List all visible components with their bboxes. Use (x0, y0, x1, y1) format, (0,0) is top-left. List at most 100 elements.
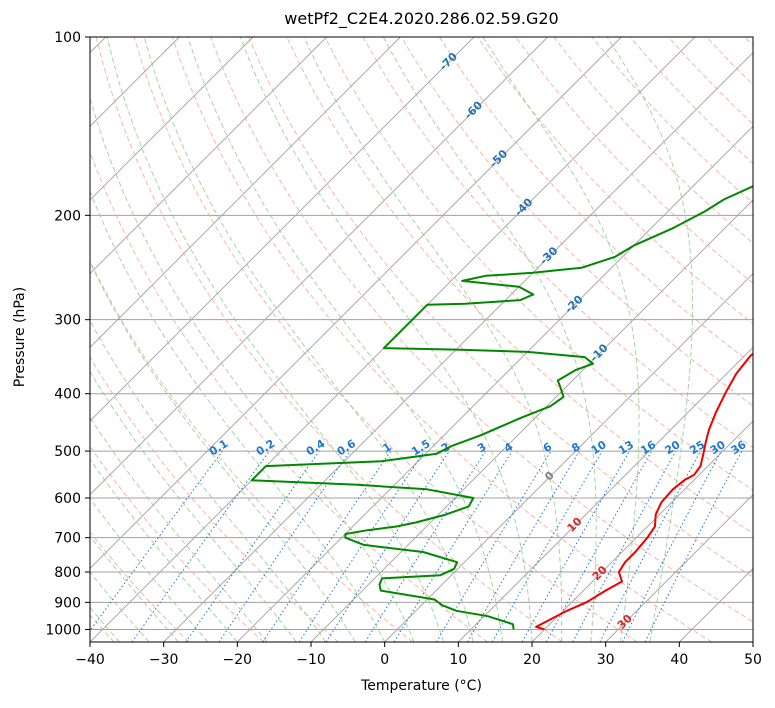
y-tick-label: 800 (54, 565, 81, 581)
moist-adiabat (90, 497, 209, 642)
isotherm-label: -50 (487, 147, 510, 170)
mixing-ratio-line (218, 450, 351, 642)
dry-adiabat (90, 259, 414, 642)
y-tick-label: 700 (54, 531, 81, 547)
isotherm-label: 10 (565, 515, 585, 535)
x-tick-label: 50 (744, 652, 762, 668)
moist-adiabat (90, 416, 268, 642)
isotherm-label: 0 (542, 469, 557, 484)
mixing-ratio-label: 4 (502, 440, 516, 455)
isotherm-line (679, 567, 753, 642)
x-tick-label: 40 (670, 652, 688, 668)
dry-adiabat (515, 37, 753, 284)
dewpoint-profile (250, 185, 753, 630)
dry-adiabat (90, 445, 264, 642)
moist-adiabat (606, 37, 693, 642)
moist-adiabat (143, 37, 474, 642)
dry-adiabat (400, 37, 753, 407)
dry-adiabat (744, 37, 753, 47)
plot-frame (89, 36, 754, 643)
background-lines (90, 37, 753, 642)
isotherm-line (237, 125, 753, 642)
mixing-ratio-line (325, 450, 450, 642)
mixing-ratio-line (262, 450, 392, 642)
isotherm-label: -80 (412, 1, 435, 24)
dry-adiabat (133, 37, 638, 642)
y-tick-label: 900 (54, 595, 81, 611)
y-tick-label: 400 (54, 387, 81, 403)
y-tick-label: 200 (54, 208, 81, 224)
dry-adiabat (668, 37, 753, 125)
y-axis-label: Pressure (hPa) (12, 286, 28, 388)
dry-adiabat (591, 37, 753, 204)
isotherm-line (605, 494, 753, 642)
mixing-ratio-line (298, 450, 425, 642)
moist-adiabat (239, 37, 533, 642)
mixing-ratio-label: 30 (708, 438, 728, 457)
moist-adiabat (90, 319, 327, 642)
isotherm-line (458, 346, 753, 642)
isotherm-label: -60 (462, 98, 485, 121)
isotherm-label: -30 (537, 244, 560, 267)
mixing-ratio-label: 3 (475, 440, 488, 455)
isotherm-line (163, 52, 753, 642)
mixing-ratio-label: 36 (729, 438, 749, 457)
mixing-ratio-label: 6 (541, 440, 555, 455)
mixing-ratio-label: 0.1 (207, 437, 230, 458)
mixing-ratio-line (545, 450, 653, 642)
isotherm-line (90, 37, 622, 569)
isotherm-line (90, 37, 475, 422)
mixing-ratio-line (521, 450, 630, 642)
mixing-ratio-label: 8 (569, 440, 582, 455)
sounding-profiles (250, 185, 753, 631)
isotherm-line (90, 37, 548, 496)
dry-adiabat (210, 37, 753, 623)
dry-adiabat (171, 37, 712, 642)
dry-adiabat (248, 37, 753, 578)
mixing-ratio-line (572, 450, 677, 642)
mixing-ratio-line (644, 450, 743, 642)
x-tick-label: −10 (296, 652, 326, 668)
isotherm-line (531, 420, 753, 642)
isotherm-line (384, 273, 753, 642)
y-tick-label: 500 (54, 444, 81, 460)
isotherm-label: -70 (437, 50, 460, 73)
dry-adiabat (90, 531, 190, 642)
dry-adiabat (438, 37, 753, 366)
moist-adiabat (106, 37, 445, 642)
y-tick-label: 300 (54, 313, 81, 329)
mixing-ratio-label: 0.2 (254, 437, 277, 458)
axis-ticks: −40 −30 −20 −10 0 10 20 30 40 5010020030040050060… (45, 30, 762, 668)
moist-adiabat (90, 458, 238, 642)
dry-adiabat (362, 37, 753, 449)
mixing-ratio-line (90, 450, 223, 632)
isotherm-label: 30 (615, 612, 635, 632)
mixing-ratio-label: 13 (616, 438, 636, 457)
moist-adiabat (90, 260, 356, 642)
moist-adiabat (303, 37, 563, 642)
mixing-ratio-line (185, 450, 320, 642)
x-axis-label: Temperature (°C) (361, 678, 482, 694)
x-tick-label: −40 (75, 652, 105, 668)
mixing-ratio-label: 20 (663, 438, 683, 457)
dry-adiabat (324, 37, 753, 491)
y-tick-label: 600 (54, 491, 81, 507)
y-tick-label: 1000 (45, 622, 81, 638)
x-tick-label: 20 (523, 652, 541, 668)
x-tick-label: −30 (149, 652, 179, 668)
dry-adiabat (553, 37, 753, 244)
moist-adiabat (482, 37, 640, 642)
isotherm-line (90, 37, 327, 275)
moist-adiabat (187, 37, 503, 642)
isotherm-line (752, 641, 753, 642)
isotherm-label: 20 (590, 563, 610, 583)
dry-adiabat (90, 356, 339, 642)
x-tick-label: −20 (223, 652, 253, 668)
isotherm-line (90, 37, 401, 348)
mixing-ratio-line (393, 450, 513, 642)
moist-adiabat (90, 189, 386, 642)
isotherm-line (90, 37, 254, 201)
y-tick-label: 100 (54, 30, 81, 46)
